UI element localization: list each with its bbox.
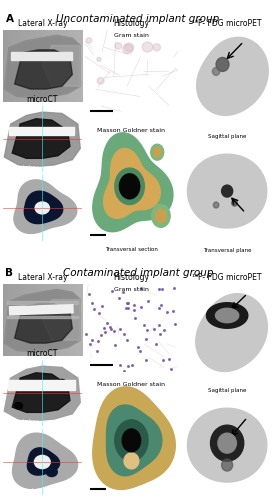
Text: Gram stain: Gram stain	[114, 287, 149, 292]
Bar	[9, 304, 74, 316]
Circle shape	[97, 78, 104, 84]
Polygon shape	[197, 38, 268, 116]
Text: Transversal plane: Transversal plane	[5, 234, 48, 239]
Text: microCT: microCT	[26, 350, 58, 358]
Circle shape	[142, 42, 153, 52]
Polygon shape	[155, 209, 166, 222]
Polygon shape	[15, 304, 72, 343]
Polygon shape	[104, 148, 160, 218]
Circle shape	[232, 200, 237, 206]
Polygon shape	[4, 36, 80, 98]
Circle shape	[216, 58, 229, 71]
Text: Sagittal plane: Sagittal plane	[5, 164, 39, 170]
Polygon shape	[7, 316, 78, 318]
Bar	[9, 126, 74, 134]
Polygon shape	[124, 453, 139, 469]
Circle shape	[46, 468, 57, 476]
Text: Gram stain: Gram stain	[114, 33, 149, 38]
Circle shape	[34, 456, 50, 468]
Text: Transversal section: Transversal section	[105, 246, 158, 252]
Circle shape	[153, 44, 161, 51]
Text: ¹⁸F- FDG microPET: ¹⁸F- FDG microPET	[192, 272, 262, 281]
Text: Transversal plane: Transversal plane	[203, 248, 251, 253]
Circle shape	[213, 68, 220, 76]
Circle shape	[120, 174, 140, 199]
Polygon shape	[13, 433, 78, 488]
Text: Masson Goldner stain: Masson Goldner stain	[97, 382, 165, 388]
Polygon shape	[4, 112, 80, 166]
Polygon shape	[15, 50, 72, 89]
Polygon shape	[14, 180, 77, 234]
Text: Uncontaminated implant group: Uncontaminated implant group	[56, 14, 220, 24]
Polygon shape	[12, 373, 70, 412]
Polygon shape	[27, 448, 60, 475]
Circle shape	[125, 43, 134, 52]
Text: B: B	[6, 268, 14, 278]
Text: microCT: microCT	[26, 95, 58, 104]
Polygon shape	[151, 144, 164, 160]
Circle shape	[15, 402, 23, 409]
Circle shape	[222, 459, 233, 471]
Polygon shape	[196, 294, 267, 372]
Circle shape	[222, 185, 233, 197]
Circle shape	[122, 429, 141, 452]
Polygon shape	[187, 154, 267, 228]
Text: Sagittal plane: Sagittal plane	[5, 418, 39, 424]
Polygon shape	[115, 168, 144, 204]
Polygon shape	[93, 133, 173, 232]
Polygon shape	[4, 366, 80, 420]
Circle shape	[97, 58, 101, 62]
Text: Masson Goldner stain: Masson Goldner stain	[97, 128, 165, 134]
Bar	[11, 52, 72, 60]
Circle shape	[123, 44, 133, 54]
Circle shape	[86, 38, 92, 43]
Polygon shape	[12, 118, 70, 158]
Circle shape	[115, 42, 122, 49]
Polygon shape	[4, 290, 80, 352]
Polygon shape	[152, 204, 170, 228]
Polygon shape	[42, 46, 80, 86]
Polygon shape	[107, 405, 162, 475]
Polygon shape	[206, 302, 248, 328]
Circle shape	[213, 202, 219, 208]
Text: Lateral X-ray: Lateral X-ray	[18, 273, 67, 282]
Polygon shape	[216, 308, 239, 322]
Polygon shape	[153, 148, 161, 157]
Text: ¹⁸F- FDG microPET: ¹⁸F- FDG microPET	[192, 18, 262, 28]
Circle shape	[58, 380, 66, 386]
Polygon shape	[4, 290, 80, 352]
Text: Contaminated implant group: Contaminated implant group	[63, 268, 213, 278]
Circle shape	[211, 425, 244, 461]
Polygon shape	[4, 36, 80, 98]
Polygon shape	[93, 387, 175, 490]
Circle shape	[218, 433, 236, 453]
Text: Histology: Histology	[113, 273, 149, 282]
Circle shape	[35, 202, 49, 214]
Polygon shape	[4, 366, 80, 420]
Text: A: A	[6, 14, 14, 24]
Polygon shape	[187, 408, 267, 482]
Polygon shape	[42, 300, 80, 340]
Polygon shape	[7, 301, 78, 304]
Text: Histology: Histology	[113, 19, 149, 28]
Text: Sagittal plane: Sagittal plane	[208, 134, 246, 139]
Polygon shape	[24, 191, 63, 224]
Text: Transversal plane: Transversal plane	[5, 488, 48, 493]
Polygon shape	[115, 420, 148, 461]
Text: Lateral X-ray: Lateral X-ray	[18, 19, 67, 28]
Text: Sagittal plane: Sagittal plane	[208, 388, 246, 394]
Bar	[7, 380, 75, 390]
